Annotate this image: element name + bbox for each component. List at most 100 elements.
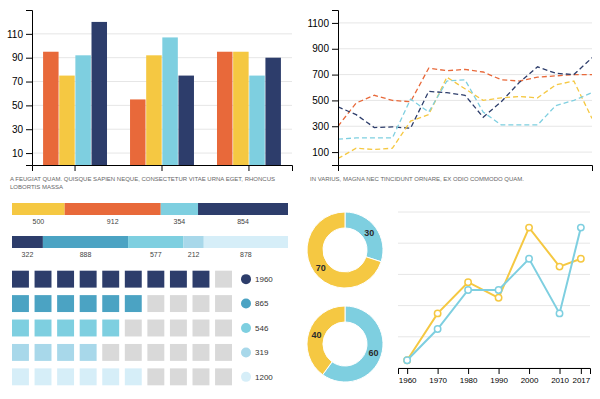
- cell: [80, 344, 97, 361]
- empty-cell: [170, 344, 187, 361]
- tick-mark: [581, 368, 582, 374]
- tick-mark: [26, 82, 32, 83]
- plot-area: [12, 236, 288, 248]
- point: [434, 310, 440, 316]
- tick: 110: [7, 29, 32, 40]
- tick: [248, 165, 249, 171]
- line: [338, 80, 592, 139]
- cell: [102, 295, 119, 312]
- tick-label: 2010: [551, 376, 569, 385]
- cell: [147, 271, 164, 288]
- cell: [125, 271, 142, 288]
- cell: [57, 320, 74, 337]
- cell: [57, 271, 74, 288]
- legend-swatch: [241, 372, 251, 382]
- line: [338, 68, 592, 126]
- bar-chart: 1030507090110: [7, 11, 292, 172]
- tick: 2010: [551, 368, 569, 385]
- tick-label: 700: [312, 69, 329, 80]
- grid-line: [32, 57, 292, 58]
- grid-line: [338, 100, 592, 101]
- empty-cell: [147, 295, 164, 312]
- cell: [102, 271, 119, 288]
- grid-line: [338, 74, 592, 75]
- bar: [217, 52, 232, 165]
- tick: 2017: [572, 368, 590, 385]
- empty-cell: [102, 344, 119, 361]
- tick-mark: [332, 126, 338, 127]
- grid-line: [398, 336, 590, 337]
- empty-cell: [215, 320, 232, 337]
- tick-label: 70: [12, 76, 24, 87]
- tick-mark: [332, 100, 338, 101]
- tick-mark: [26, 153, 32, 154]
- tick-mark: [26, 129, 32, 130]
- y-axis: 1003005007009001100: [307, 11, 338, 166]
- cell: [12, 320, 29, 337]
- tick: 1960: [399, 368, 417, 385]
- empty-cell: [215, 344, 232, 361]
- tick-mark: [26, 58, 32, 59]
- data-label: 70: [316, 263, 326, 273]
- line-chart: 1960 1970 1980 1990 2000 20102017: [398, 212, 591, 385]
- tick: 1980: [460, 368, 478, 385]
- data-label: 577: [150, 251, 162, 258]
- tick: 90: [12, 52, 32, 63]
- point: [404, 357, 410, 363]
- tick-mark: [26, 34, 32, 35]
- legend: 19608655463191200: [241, 274, 273, 382]
- donut-chart: 6040: [307, 306, 383, 382]
- tick: 70: [12, 76, 32, 87]
- stacked-bar-chart: 500912354854: [12, 203, 288, 225]
- stacked-bar-chart: 322888577212878: [12, 236, 288, 258]
- bar: [43, 52, 58, 165]
- legend-item: 546: [241, 323, 269, 333]
- tick-mark: [438, 368, 439, 374]
- point: [526, 256, 532, 262]
- bar: [249, 76, 264, 165]
- point: [465, 279, 471, 285]
- tick-label: 1970: [429, 376, 447, 385]
- data-label: 854: [237, 218, 249, 225]
- cell: [12, 295, 29, 312]
- tick-label: 1990: [490, 376, 508, 385]
- grid-line: [398, 274, 590, 275]
- tick: 500: [312, 95, 338, 106]
- point: [556, 310, 562, 316]
- cell: [102, 368, 119, 385]
- cell: [125, 368, 142, 385]
- x-axis: [33, 165, 293, 171]
- point: [404, 357, 410, 363]
- tick-label: 500: [312, 95, 329, 106]
- bar: [162, 37, 177, 165]
- grid-line: [398, 212, 590, 213]
- tick: 10: [12, 148, 32, 159]
- cell: [102, 320, 119, 337]
- bar: [146, 55, 161, 165]
- bar: [130, 99, 145, 165]
- cell: [35, 344, 52, 361]
- line-chart: 1003005007009001100: [307, 11, 592, 172]
- bar: [12, 236, 43, 248]
- axis-line: [33, 166, 293, 172]
- donut-chart: 3070: [307, 212, 383, 288]
- empty-cell: [193, 368, 210, 385]
- cell: [35, 271, 52, 288]
- point: [434, 326, 440, 332]
- cell: [125, 295, 142, 312]
- legend-item: 865: [241, 299, 269, 309]
- grid-line: [338, 126, 592, 127]
- caption-line: IN VARIUS, MAGNA NEC TINCIDUNT ORNARE, E…: [310, 176, 524, 182]
- cell: [57, 368, 74, 385]
- tick: 100: [312, 147, 338, 158]
- point: [465, 287, 471, 293]
- bar: [183, 236, 203, 248]
- tick-label: 90: [12, 52, 24, 63]
- tick: 1990: [490, 368, 508, 385]
- bar: [178, 76, 193, 165]
- point: [556, 263, 562, 269]
- tick-label: 100: [312, 147, 329, 158]
- bar: [198, 203, 288, 215]
- line: [407, 228, 581, 361]
- tick: 2000: [521, 368, 539, 385]
